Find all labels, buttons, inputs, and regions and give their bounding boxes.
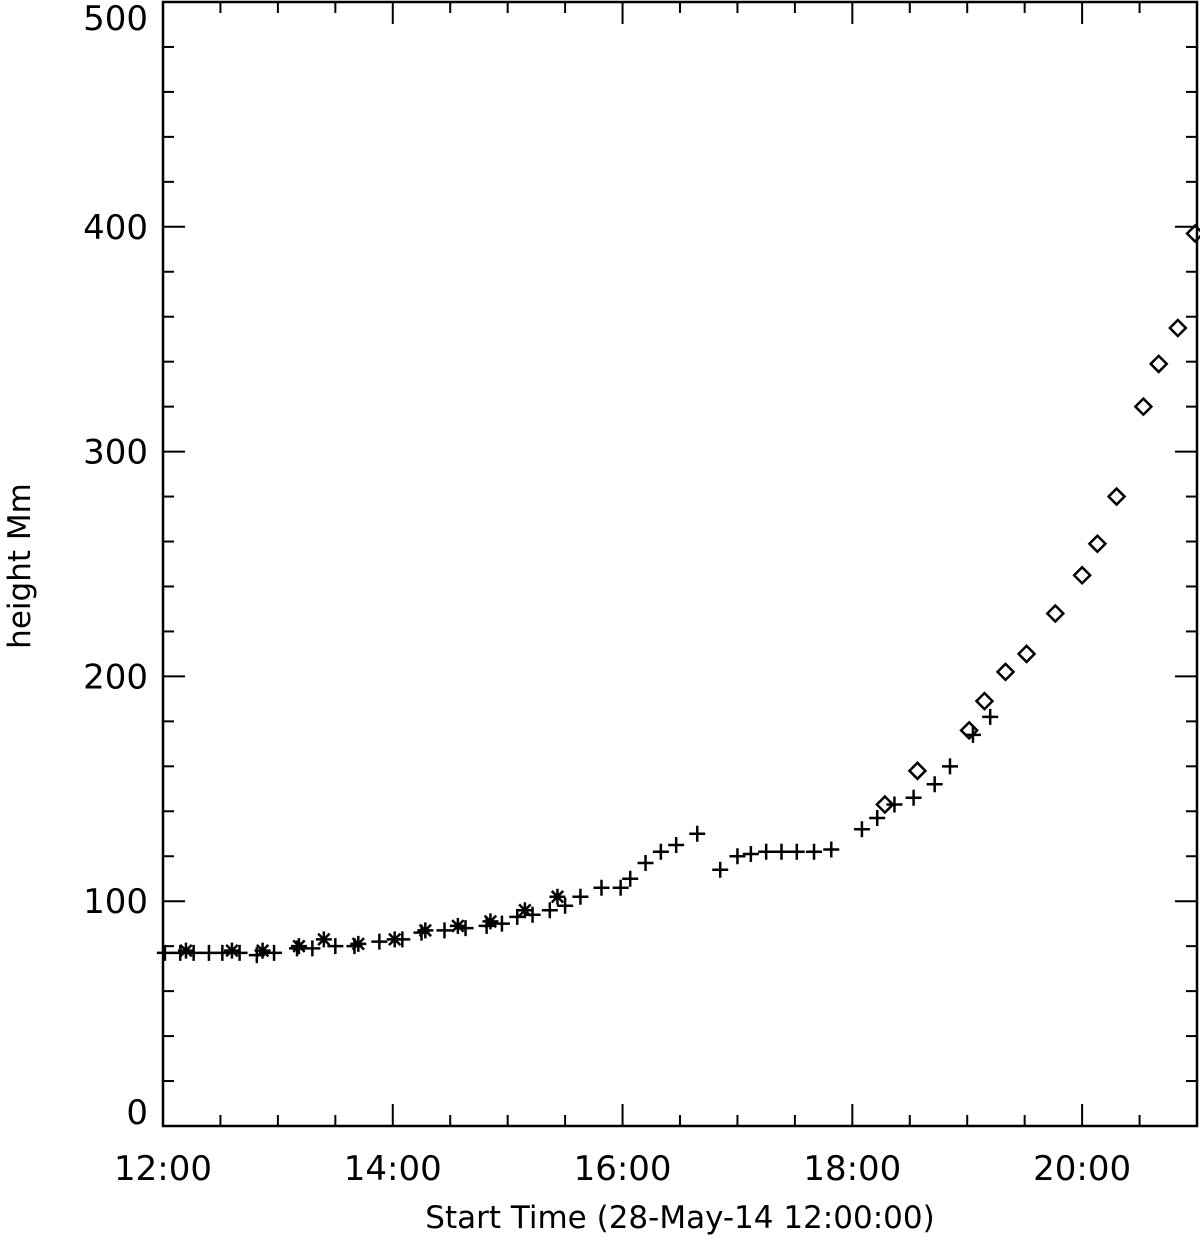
- diamond-marker: [907, 761, 928, 781]
- x-axis-title: Start Time (28-May-14 12:00:00): [425, 1200, 934, 1236]
- plus-marker: [493, 915, 510, 932]
- data-points: [156, 223, 1200, 964]
- asterisk-marker: [516, 902, 533, 919]
- axis-ticks: [162, 1, 1198, 1127]
- diamond-marker: [1016, 644, 1037, 664]
- plus-marker: [200, 944, 217, 961]
- plus-marker: [788, 843, 805, 860]
- y-axis-title: height Mm: [2, 483, 38, 649]
- diamond-marker: [1087, 534, 1108, 554]
- asterisk-marker: [290, 938, 307, 955]
- x-tick-label: 18:00: [803, 1149, 901, 1189]
- asterisk-marker: [350, 935, 367, 952]
- y-tick-label: 500: [83, 0, 148, 39]
- asterisk-marker: [315, 931, 332, 948]
- y-tick-label: 400: [83, 208, 148, 248]
- asterisk-marker: [449, 917, 466, 934]
- plus-marker: [612, 879, 629, 896]
- asterisk-marker: [254, 942, 271, 959]
- plus-marker: [742, 845, 759, 862]
- axes: [161, 0, 1199, 1128]
- diamond-marker: [974, 691, 995, 711]
- diamond-marker: [995, 662, 1016, 682]
- plus-marker: [905, 789, 922, 806]
- plus-marker: [593, 879, 610, 896]
- plus-marker: [869, 810, 886, 827]
- plus-marker: [926, 776, 943, 793]
- plus-marker: [371, 933, 388, 950]
- plus-marker: [941, 758, 958, 775]
- plus-marker: [773, 843, 790, 860]
- x-tick-label: 16:00: [574, 1149, 672, 1189]
- diamond-marker: [959, 720, 979, 741]
- x-tick-labels: 12:00 14:00 16:00 18:00 20:00: [114, 1149, 1131, 1189]
- x-tick-label: 20:00: [1033, 1149, 1131, 1189]
- asterisk-marker: [223, 942, 240, 959]
- plus-marker: [712, 861, 729, 878]
- y-tick-label: 0: [126, 1093, 148, 1133]
- diamond-marker: [875, 794, 895, 815]
- x-tick-label: 12:00: [114, 1149, 212, 1189]
- diamond-marker: [1072, 565, 1092, 586]
- plus-marker: [853, 821, 870, 838]
- plus-marker: [557, 897, 574, 914]
- plus-marker: [541, 902, 558, 919]
- plus-marker: [572, 888, 589, 905]
- plus-marker: [622, 870, 639, 887]
- y-tick-label: 200: [83, 657, 148, 697]
- plus-marker: [304, 940, 321, 957]
- y-tick-labels: 0 100 200 300 400 500: [83, 0, 148, 1133]
- plus-marker: [729, 848, 746, 865]
- asterisk-marker: [386, 931, 403, 948]
- diamond-marker: [1148, 354, 1169, 374]
- plot-frame: [161, 0, 1199, 1128]
- diamond-marker: [1133, 396, 1154, 417]
- asterisk-marker: [549, 888, 566, 905]
- y-tick-label: 300: [83, 433, 148, 473]
- plus-marker: [156, 944, 173, 961]
- diamond-marker: [1168, 318, 1188, 338]
- asterisk-marker: [177, 942, 194, 959]
- plus-marker: [214, 944, 231, 961]
- plus-marker: [436, 922, 453, 939]
- diamond-marker: [1106, 486, 1127, 507]
- y-tick-label: 100: [83, 882, 148, 922]
- diamond-marker: [1045, 603, 1066, 624]
- plus-marker: [758, 843, 775, 860]
- asterisk-marker: [417, 922, 434, 939]
- plus-marker: [266, 944, 283, 961]
- x-tick-label: 14:00: [344, 1149, 442, 1189]
- plus-marker: [982, 708, 999, 725]
- plus-marker: [327, 938, 344, 955]
- plus-marker: [652, 843, 669, 860]
- plus-marker: [689, 825, 706, 842]
- diamond-marker: [1185, 223, 1200, 244]
- plus-marker: [637, 854, 654, 871]
- plus-marker: [668, 837, 685, 853]
- plus-marker: [509, 908, 526, 925]
- plus-marker: [823, 841, 840, 858]
- asterisk-marker: [482, 913, 499, 930]
- plus-marker: [806, 843, 823, 860]
